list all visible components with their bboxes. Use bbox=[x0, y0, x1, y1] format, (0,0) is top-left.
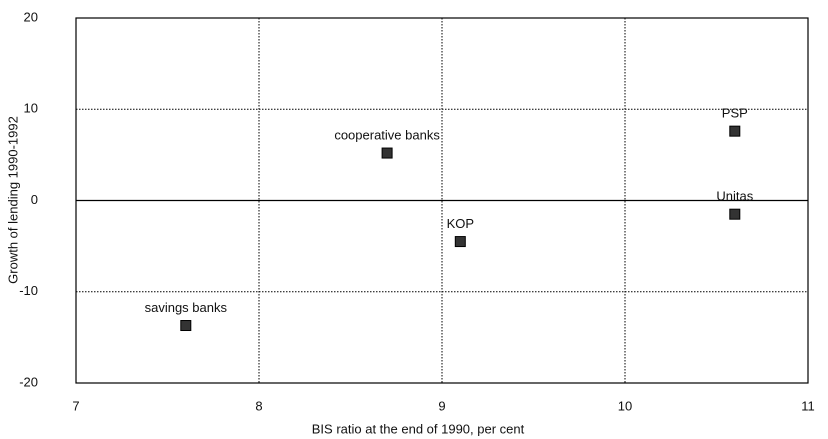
point-label: savings banks bbox=[145, 300, 228, 315]
x-tick-label: 9 bbox=[438, 398, 445, 413]
x-axis-label: BIS ratio at the end of 1990, per cent bbox=[312, 421, 525, 436]
point-label: KOP bbox=[447, 216, 474, 231]
x-tick-label: 10 bbox=[618, 398, 632, 413]
point bbox=[381, 147, 393, 159]
y-tick-label: 20 bbox=[24, 9, 38, 24]
y-tick-label: 10 bbox=[24, 101, 38, 116]
x-tick-label: 7 bbox=[72, 398, 79, 413]
x-tick-label: 8 bbox=[255, 398, 262, 413]
plot-frame bbox=[75, 17, 809, 384]
point bbox=[729, 125, 741, 137]
point-label: PSP bbox=[722, 106, 748, 121]
x-tick-label: 11 bbox=[801, 398, 815, 413]
point-label: Unitas bbox=[716, 189, 753, 204]
y-tick-label: 0 bbox=[31, 192, 38, 207]
y-axis-label: Growth of lending 1990-1992 bbox=[5, 116, 20, 284]
point bbox=[454, 236, 466, 248]
point-label: cooperative banks bbox=[334, 127, 440, 142]
y-tick-label: -20 bbox=[19, 374, 38, 389]
point bbox=[180, 320, 192, 332]
y-tick-label: -10 bbox=[19, 283, 38, 298]
point bbox=[729, 208, 741, 220]
